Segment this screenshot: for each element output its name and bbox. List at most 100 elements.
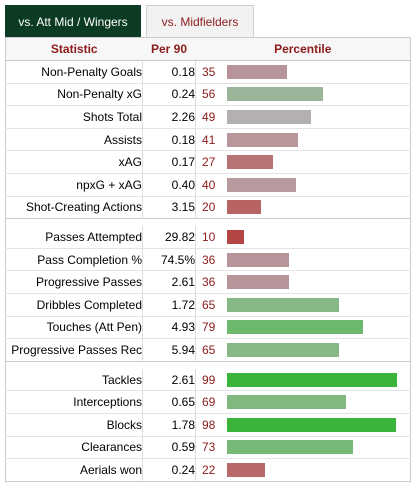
stat-name-cell: Pass Completion % [5,247,143,271]
percentile-value: 41 [202,132,216,147]
percentile-bar [227,109,312,124]
table-row: Tackles 2.61 99 [5,368,411,391]
stat-name-cell: Passes Attempted [5,226,143,249]
percentile-value: 20 [202,200,216,215]
per90-cell: 0.40 [142,172,196,197]
percentile-value: 40 [202,177,216,192]
tab-midfielders[interactable]: vs. Midfielders [146,5,254,37]
percentile-value: 65 [202,297,216,312]
table-row: Pass Completion % 74.5% 36 [5,247,411,271]
stat-name-cell: Touches (Att Pen) [5,315,143,339]
per90-cell: 0.24 [142,82,196,106]
table-row: Progressive Passes Rec 5.94 65 [5,338,411,362]
stat-name-cell: Blocks [5,412,143,436]
percentile-bar [227,87,324,102]
percentile-bar [227,177,296,192]
scouting-report-table: Statistic Per 90 Percentile Non-Penalty … [5,37,411,482]
percentile-cell: 56 [195,82,411,106]
stat-name-cell: npxG + xAG [5,172,143,197]
stat-name-cell: Clearances [5,435,143,459]
table-row: Assists 0.18 41 [5,127,411,151]
per90-cell: 2.61 [142,368,196,391]
table-row: Aerials won 0.24 22 [5,458,411,482]
percentile-bar [227,440,353,455]
table-body: Non-Penalty Goals 0.18 35 Non-Penalty xG 0.2… [5,60,411,482]
separator-cell [5,218,411,227]
table-row: Non-Penalty xG 0.24 56 [5,82,411,106]
percentile-cell: 22 [195,458,411,482]
stat-name-cell: Dribbles Completed [5,292,143,317]
column-header-per90[interactable]: Per 90 [142,37,196,61]
percentile-value: 27 [202,155,216,170]
column-header-statistic[interactable]: Statistic [5,37,143,61]
percentile-cell: 40 [195,172,411,197]
stat-name-cell: Shot-Creating Actions [5,195,143,219]
stat-name-cell: Progressive Passes Rec [5,338,143,362]
percentile-bar [227,252,289,267]
per90-cell: 3.15 [142,195,196,219]
table-row: Blocks 1.78 98 [5,412,411,436]
percentile-cell: 98 [195,412,411,436]
percentile-cell: 69 [195,390,411,414]
percentile-bar [227,275,289,290]
percentile-value: 10 [202,229,216,244]
percentile-value: 35 [202,64,216,79]
stat-name-cell: Interceptions [5,390,143,414]
stat-name-cell: Assists [5,127,143,151]
percentile-value: 98 [202,417,216,432]
percentile-cell: 73 [195,435,411,459]
percentile-cell: 79 [195,315,411,339]
tab-att-mid-wingers[interactable]: vs. Att Mid / Wingers [5,5,141,37]
per90-cell: 1.78 [142,412,196,436]
percentile-value: 36 [202,252,216,267]
per90-cell: 0.17 [142,150,196,174]
per90-cell: 0.65 [142,390,196,414]
per90-cell: 74.5% [142,247,196,271]
percentile-bar [227,200,262,215]
stat-name-cell: Shots Total [5,105,143,129]
percentile-bar [227,297,339,312]
per90-cell: 1.72 [142,292,196,317]
group-separator [5,218,411,227]
per90-cell: 2.61 [142,270,196,294]
separator-cell [5,360,411,369]
percentile-bar [227,320,363,335]
per90-cell: 0.18 [142,60,196,84]
table-row: Passes Attempted 29.82 10 [5,226,411,249]
group-separator [5,360,411,369]
stat-name-cell: Progressive Passes [5,270,143,294]
percentile-bar [227,462,265,477]
table-row: npxG + xAG 0.40 40 [5,172,411,197]
per90-cell: 5.94 [142,338,196,362]
per90-cell: 0.24 [142,458,196,482]
per90-cell: 29.82 [142,226,196,249]
stat-name-cell: Non-Penalty xG [5,82,143,106]
percentile-cell: 27 [195,150,411,174]
per90-cell: 0.18 [142,127,196,151]
stat-name-cell: Aerials won [5,458,143,482]
stat-name-cell: Tackles [5,368,143,391]
percentile-value: 56 [202,87,216,102]
table-row: Dribbles Completed 1.72 65 [5,292,411,317]
percentile-bar [227,372,398,387]
percentile-value: 69 [202,395,216,410]
percentile-cell: 36 [195,247,411,271]
per90-cell: 0.59 [142,435,196,459]
percentile-bar [227,155,274,170]
percentile-value: 99 [202,372,216,387]
table-row: Interceptions 0.65 69 [5,390,411,414]
column-header-percentile[interactable]: Percentile [195,37,411,61]
percentile-cell: 65 [195,338,411,362]
percentile-bar [227,417,396,432]
table-row: Progressive Passes 2.61 36 [5,270,411,294]
table-row: Shot-Creating Actions 3.15 20 [5,195,411,219]
table-row: xAG 0.17 27 [5,150,411,174]
percentile-value: 73 [202,440,216,455]
table-row: Clearances 0.59 73 [5,435,411,459]
percentile-value: 65 [202,342,216,357]
stat-name-cell: Non-Penalty Goals [5,60,143,84]
stat-name-cell: xAG [5,150,143,174]
percentile-cell: 36 [195,270,411,294]
percentile-cell: 10 [196,226,411,248]
percentile-cell: 99 [196,369,411,391]
